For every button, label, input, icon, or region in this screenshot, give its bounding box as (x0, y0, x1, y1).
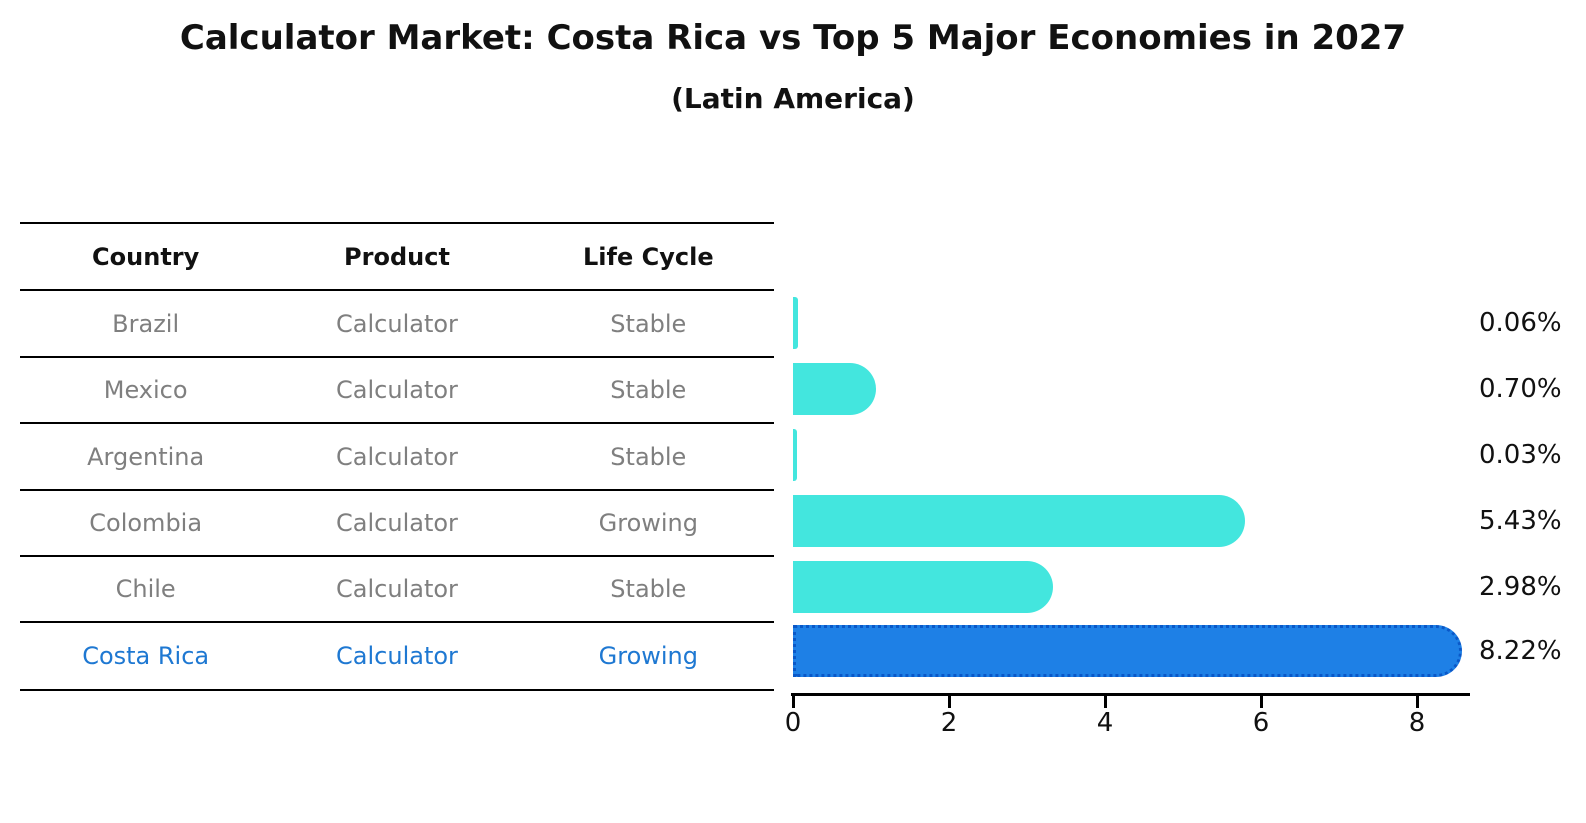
bar-mexico (793, 363, 876, 415)
cell-life-cycle: Growing (598, 509, 698, 537)
value-label-argentina: 0.03% (1479, 440, 1562, 470)
table-header-life-cycle: Life Cycle (583, 242, 714, 271)
bar-argentina (793, 429, 797, 481)
bar-costa-rica (793, 625, 1463, 677)
table-header-product: Product (344, 242, 450, 271)
cell-product: Calculator (336, 442, 458, 471)
x-tick-label: 4 (1096, 708, 1114, 738)
cell-life-cycle: Growing (598, 642, 698, 670)
table-rule (20, 289, 774, 291)
x-tick-label: 0 (784, 708, 802, 738)
value-label-colombia: 5.43% (1479, 506, 1562, 536)
cell-life-cycle: Stable (610, 575, 687, 603)
cell-product: Calculator (336, 509, 458, 537)
table-row-chile: Chile Calculator Stable (20, 557, 774, 621)
value-label-mexico: 0.70% (1479, 374, 1562, 404)
cell-life-cycle: Stable (610, 309, 687, 338)
x-tick-label: 8 (1408, 708, 1426, 738)
x-tick (1260, 693, 1263, 708)
value-label-brazil: 0.06% (1479, 308, 1562, 338)
cell-product: Calculator (336, 575, 458, 603)
table-rule (20, 689, 774, 691)
cell-country: Costa Rica (82, 642, 210, 670)
table-row-colombia: Colombia Calculator Growing (20, 491, 774, 555)
x-tick (948, 693, 951, 708)
table-rule (20, 555, 774, 557)
x-tick-label: 2 (940, 708, 958, 738)
table-rule (20, 422, 774, 424)
bar-chile (793, 561, 1054, 613)
x-tick (1416, 693, 1419, 708)
table-row-argentina: Argentina Calculator Stable (20, 424, 774, 489)
bar-brazil (793, 297, 798, 349)
cell-country: Argentina (87, 442, 205, 471)
cell-product: Calculator (336, 309, 458, 338)
value-label-costa-rica: 8.22% (1479, 636, 1562, 666)
bar-colombia (793, 495, 1245, 547)
x-tick (1104, 693, 1107, 708)
cell-country: Mexico (103, 376, 188, 404)
table-row-mexico: Mexico Calculator Stable (20, 358, 774, 422)
table-row-brazil: Brazil Calculator Stable (20, 291, 774, 356)
table-header-row: Country Product Life Cycle (20, 224, 774, 289)
table-header-country: Country (92, 242, 200, 271)
table-rule (20, 222, 774, 224)
table-rule (20, 621, 774, 623)
cell-life-cycle: Stable (610, 376, 687, 404)
cell-product: Calculator (336, 642, 458, 670)
chart-title: Calculator Market: Costa Rica vs Top 5 M… (179, 18, 1407, 58)
x-tick-label: 6 (1252, 708, 1270, 738)
x-tick (792, 693, 795, 708)
cell-country: Colombia (89, 509, 203, 537)
value-label-chile: 2.98% (1479, 572, 1562, 602)
cell-product: Calculator (336, 376, 458, 404)
table-row-costa-rica: Costa Rica Calculator Growing (20, 623, 774, 689)
chart-subtitle: (Latin America) (671, 82, 915, 115)
x-axis-line (791, 693, 1470, 696)
table-rule (20, 356, 774, 358)
table-rule (20, 489, 774, 491)
cell-country: Brazil (112, 309, 180, 338)
cell-life-cycle: Stable (610, 442, 687, 471)
cell-country: Chile (115, 575, 176, 603)
